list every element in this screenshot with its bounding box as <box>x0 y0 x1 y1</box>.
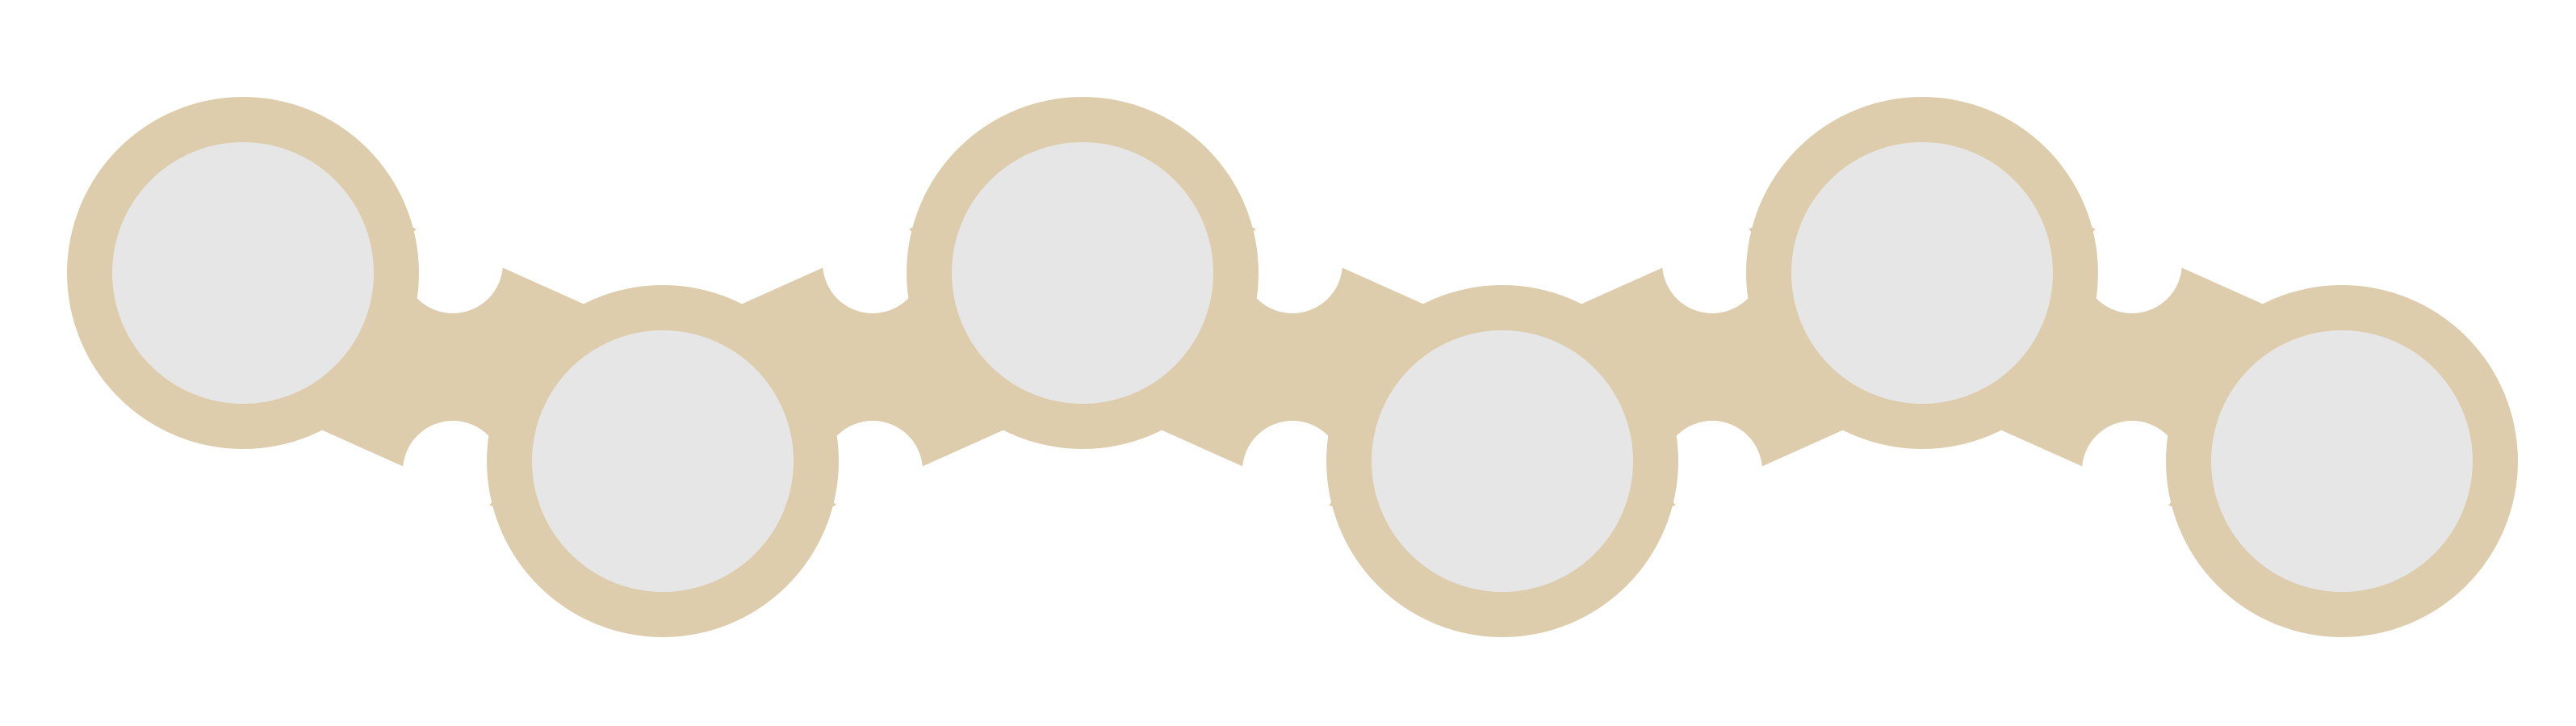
node-circle-2 <box>532 330 794 592</box>
notch-top-4 <box>1662 213 1762 313</box>
node-circle-4 <box>1372 330 1633 592</box>
node-layer <box>112 142 2473 592</box>
notch-top-3 <box>1242 213 1342 313</box>
notch-top-2 <box>823 213 923 313</box>
notch-bottom-1 <box>403 421 503 521</box>
notch-bottom-5 <box>2082 421 2182 521</box>
notch-top-1 <box>403 213 503 313</box>
notch-bottom-3 <box>1242 421 1342 521</box>
notch-top-5 <box>2082 213 2182 313</box>
node-circle-3 <box>952 142 1213 404</box>
node-circle-6 <box>2211 330 2473 592</box>
notch-bottom-4 <box>1662 421 1762 521</box>
node-circle-5 <box>1791 142 2053 404</box>
notch-bottom-2 <box>823 421 923 521</box>
node-circle-1 <box>112 142 374 404</box>
